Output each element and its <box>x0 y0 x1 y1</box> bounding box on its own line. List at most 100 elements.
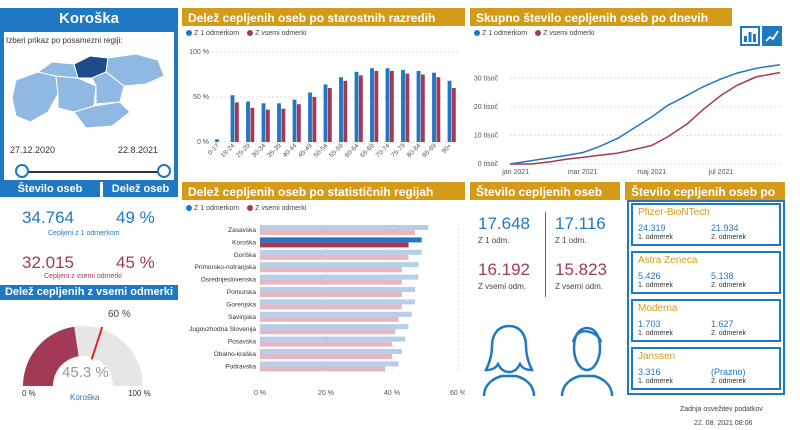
region-x-tick: 20 % <box>318 390 334 397</box>
share-header: Delež oseb <box>103 182 178 197</box>
cum-y-tick: 30 tisoč <box>474 75 499 82</box>
region-bar <box>260 230 416 235</box>
age-bar <box>308 92 312 142</box>
map-region-west[interactable] <box>11 71 59 123</box>
region-bar <box>260 249 422 255</box>
bar-view-button[interactable] <box>740 26 760 46</box>
vaccine-card[interactable] <box>631 203 781 246</box>
age-x-tick: 30-34 <box>251 142 268 159</box>
age-bar <box>432 72 436 142</box>
cum-x-tick: mar 2021 <box>568 169 598 176</box>
vaccine-dose2-label: 2. odmerek <box>711 330 747 337</box>
legend-first-dose[interactable]: Z 1 odmerkom <box>474 30 527 37</box>
map-region-southeast[interactable] <box>73 101 131 129</box>
age-x-tick: 85-89 <box>421 142 438 159</box>
legend-full-dose[interactable]: Z vsemi odmerki <box>247 30 306 37</box>
age-chart: 100 %50 %0 %0-1718-2425-2930-3435-3940-4… <box>189 49 460 159</box>
region-x-tick: 0 % <box>254 390 266 397</box>
region-bar <box>260 279 402 285</box>
vaccine-dose2-count: 21.934 <box>711 223 739 233</box>
female-first-label: Z 1 odm. <box>478 236 510 245</box>
age-bar <box>277 103 281 142</box>
age-y-tick: 50 % <box>193 94 209 101</box>
vaccine-dose1-count: 1.703 <box>638 319 661 329</box>
male-first-label: Z 1 odm. <box>555 236 587 245</box>
region-bar <box>260 336 406 342</box>
date-slider-start-handle[interactable] <box>15 164 29 178</box>
footer-timestamp: 22. 08. 2021 08:06 <box>694 420 753 427</box>
age-bar <box>234 102 239 142</box>
slovenia-map[interactable] <box>8 50 168 132</box>
legend-first-dose[interactable]: Z 1 odmerkom <box>186 205 239 212</box>
line-chart-icon <box>765 30 779 42</box>
vaccine-dose1-label: 1. odmerek <box>638 330 674 337</box>
age-x-tick: 55-59 <box>328 142 345 159</box>
age-bar <box>354 71 359 142</box>
map-region-central[interactable] <box>55 75 97 113</box>
vaccine-cards <box>627 200 785 395</box>
gauge-min: 0 % <box>22 389 36 398</box>
region-chart: 0 % 20 % 40 % 60 % Zasavska Koroška Goriška Pri… <box>189 224 465 397</box>
female-full-count: 16.192 <box>478 260 530 279</box>
first-dose-caption: Cepljeni z 1 odmerkom <box>48 230 120 237</box>
region-label: Jugovzhodna Slovenija <box>189 326 256 333</box>
age-x-tick: 18-24 <box>220 142 237 159</box>
legend-first-dose[interactable]: Z 1 odmerkom <box>186 30 239 37</box>
region-bar <box>260 349 402 354</box>
vaccine-card[interactable] <box>631 347 781 390</box>
first-dose-count: 34.764 <box>22 208 74 227</box>
region-bar <box>260 329 396 335</box>
vaccine-dose1-count: 5.426 <box>638 271 661 281</box>
date-from: 27.12.2020 <box>10 145 56 155</box>
vaccine-card[interactable] <box>631 251 781 294</box>
age-bar <box>370 68 374 142</box>
region-label: Gorenjska <box>226 301 256 308</box>
male-first-count: 17.116 <box>555 214 606 233</box>
region-bar <box>260 316 399 322</box>
age-chart-legend: Z 1 odmerkom Z vsemi odmerki <box>186 30 306 37</box>
female-first-count: 17.648 <box>478 214 530 233</box>
region-bar <box>260 366 386 372</box>
region-bar <box>260 341 392 347</box>
age-bar <box>416 70 421 142</box>
male-icon <box>560 326 614 397</box>
region-bar <box>260 225 429 230</box>
region-bar <box>260 237 422 243</box>
cum-x-tick: jul 2021 <box>708 169 734 176</box>
bar-chart-icon <box>744 32 756 42</box>
line-view-button[interactable] <box>762 26 782 46</box>
gauge-target-label: 60 % <box>108 309 131 320</box>
age-x-tick: 90+ <box>441 142 454 155</box>
age-bar <box>389 70 394 142</box>
age-x-tick: 35-39 <box>266 142 283 159</box>
full-dose-count: 32.015 <box>22 253 74 272</box>
age-x-tick: 45-49 <box>297 142 314 159</box>
region-bar <box>260 254 409 260</box>
vaccine-dose1-count: 3.316 <box>638 367 661 377</box>
vaccine-dose1-label: 1. odmerek <box>638 378 674 385</box>
age-bar <box>292 99 297 142</box>
vaccine-name: Astra Zeneca <box>638 255 698 266</box>
date-slider-track[interactable] <box>22 171 162 173</box>
age-bar <box>401 70 405 142</box>
age-bar <box>420 74 425 142</box>
legend-full-dose[interactable]: Z vsemi odmerki <box>247 205 306 212</box>
vaccine-card[interactable] <box>631 299 781 342</box>
region-label: Goriška <box>234 252 257 259</box>
vaccine-dose2-count: (Prazno) <box>711 367 746 377</box>
vaccine-dose2-label: 2. odmerek <box>711 378 747 385</box>
vaccine-dose2-count: 1.627 <box>711 319 734 329</box>
date-slider-end-handle[interactable] <box>157 164 171 178</box>
age-x-tick: 80-84 <box>406 142 423 159</box>
region-title: Koroška <box>0 8 178 30</box>
female-icon <box>482 324 536 397</box>
cum-y-tick: 0 tisoč <box>478 161 499 168</box>
legend-full-dose[interactable]: Z vsemi odmerki <box>535 30 594 37</box>
cum-y-tick: 10 tisoč <box>474 132 499 139</box>
age-x-tick: 40-44 <box>282 142 299 159</box>
age-bar <box>451 88 456 142</box>
region-bar <box>260 287 416 292</box>
region-label: Posavska <box>228 339 257 346</box>
age-bar <box>323 84 328 142</box>
